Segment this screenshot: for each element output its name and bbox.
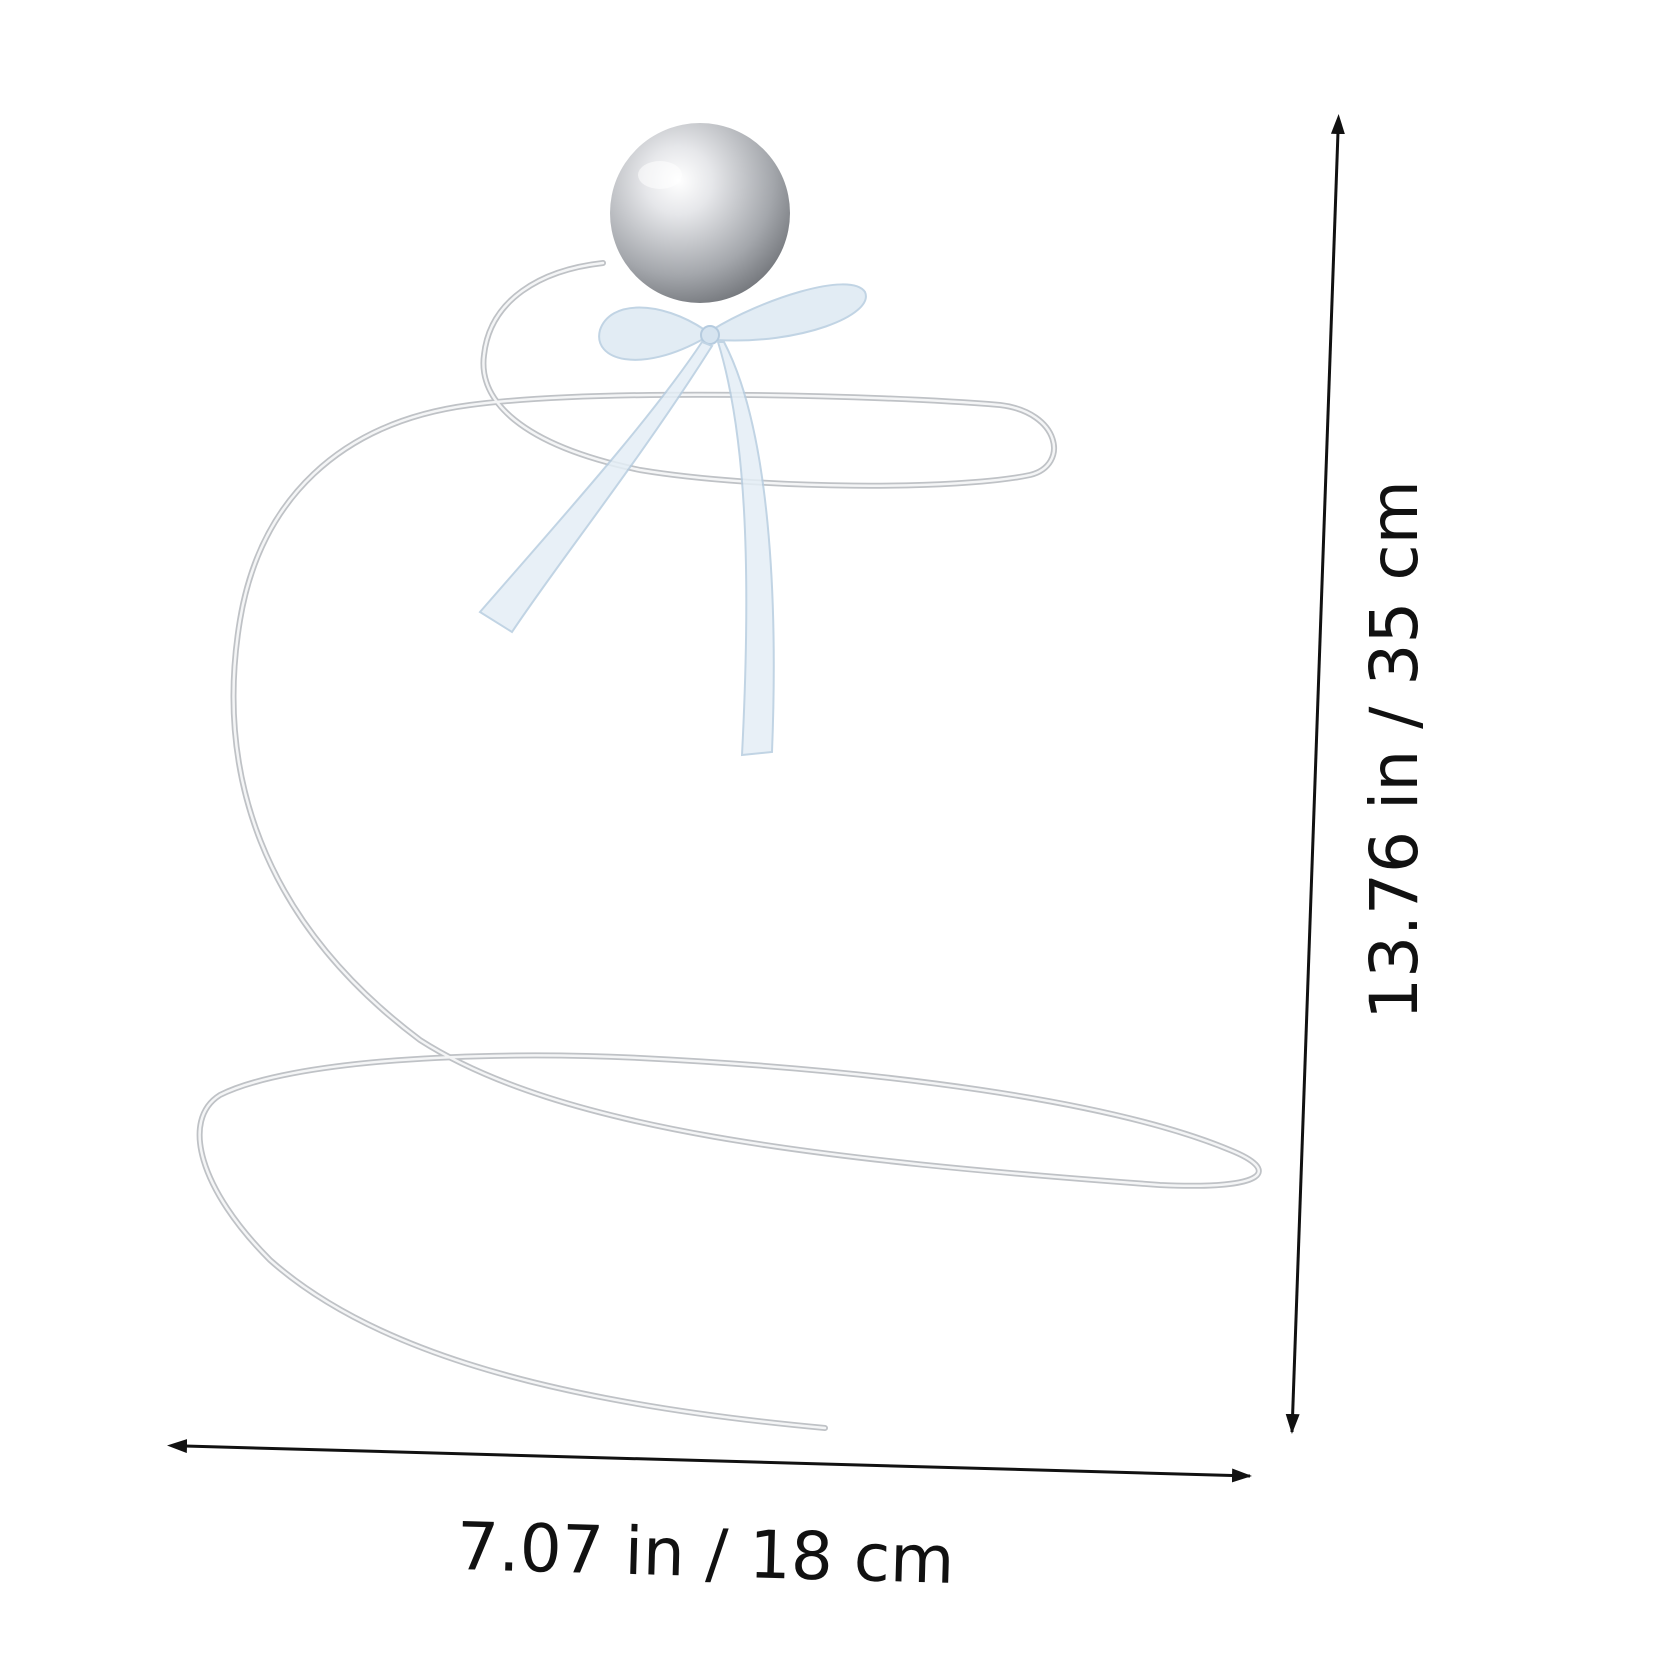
- width-label: 7.07 in / 18 cm: [456, 1508, 956, 1599]
- ribbon-bow: [478, 283, 867, 757]
- width-dimension-line: [167, 1439, 1252, 1483]
- height-label: 13.76 in / 35 cm: [1356, 480, 1433, 1020]
- silver-ball: [610, 123, 790, 303]
- height-dimension-line: [1285, 114, 1345, 1434]
- spiral-wire: [196, 260, 1262, 1431]
